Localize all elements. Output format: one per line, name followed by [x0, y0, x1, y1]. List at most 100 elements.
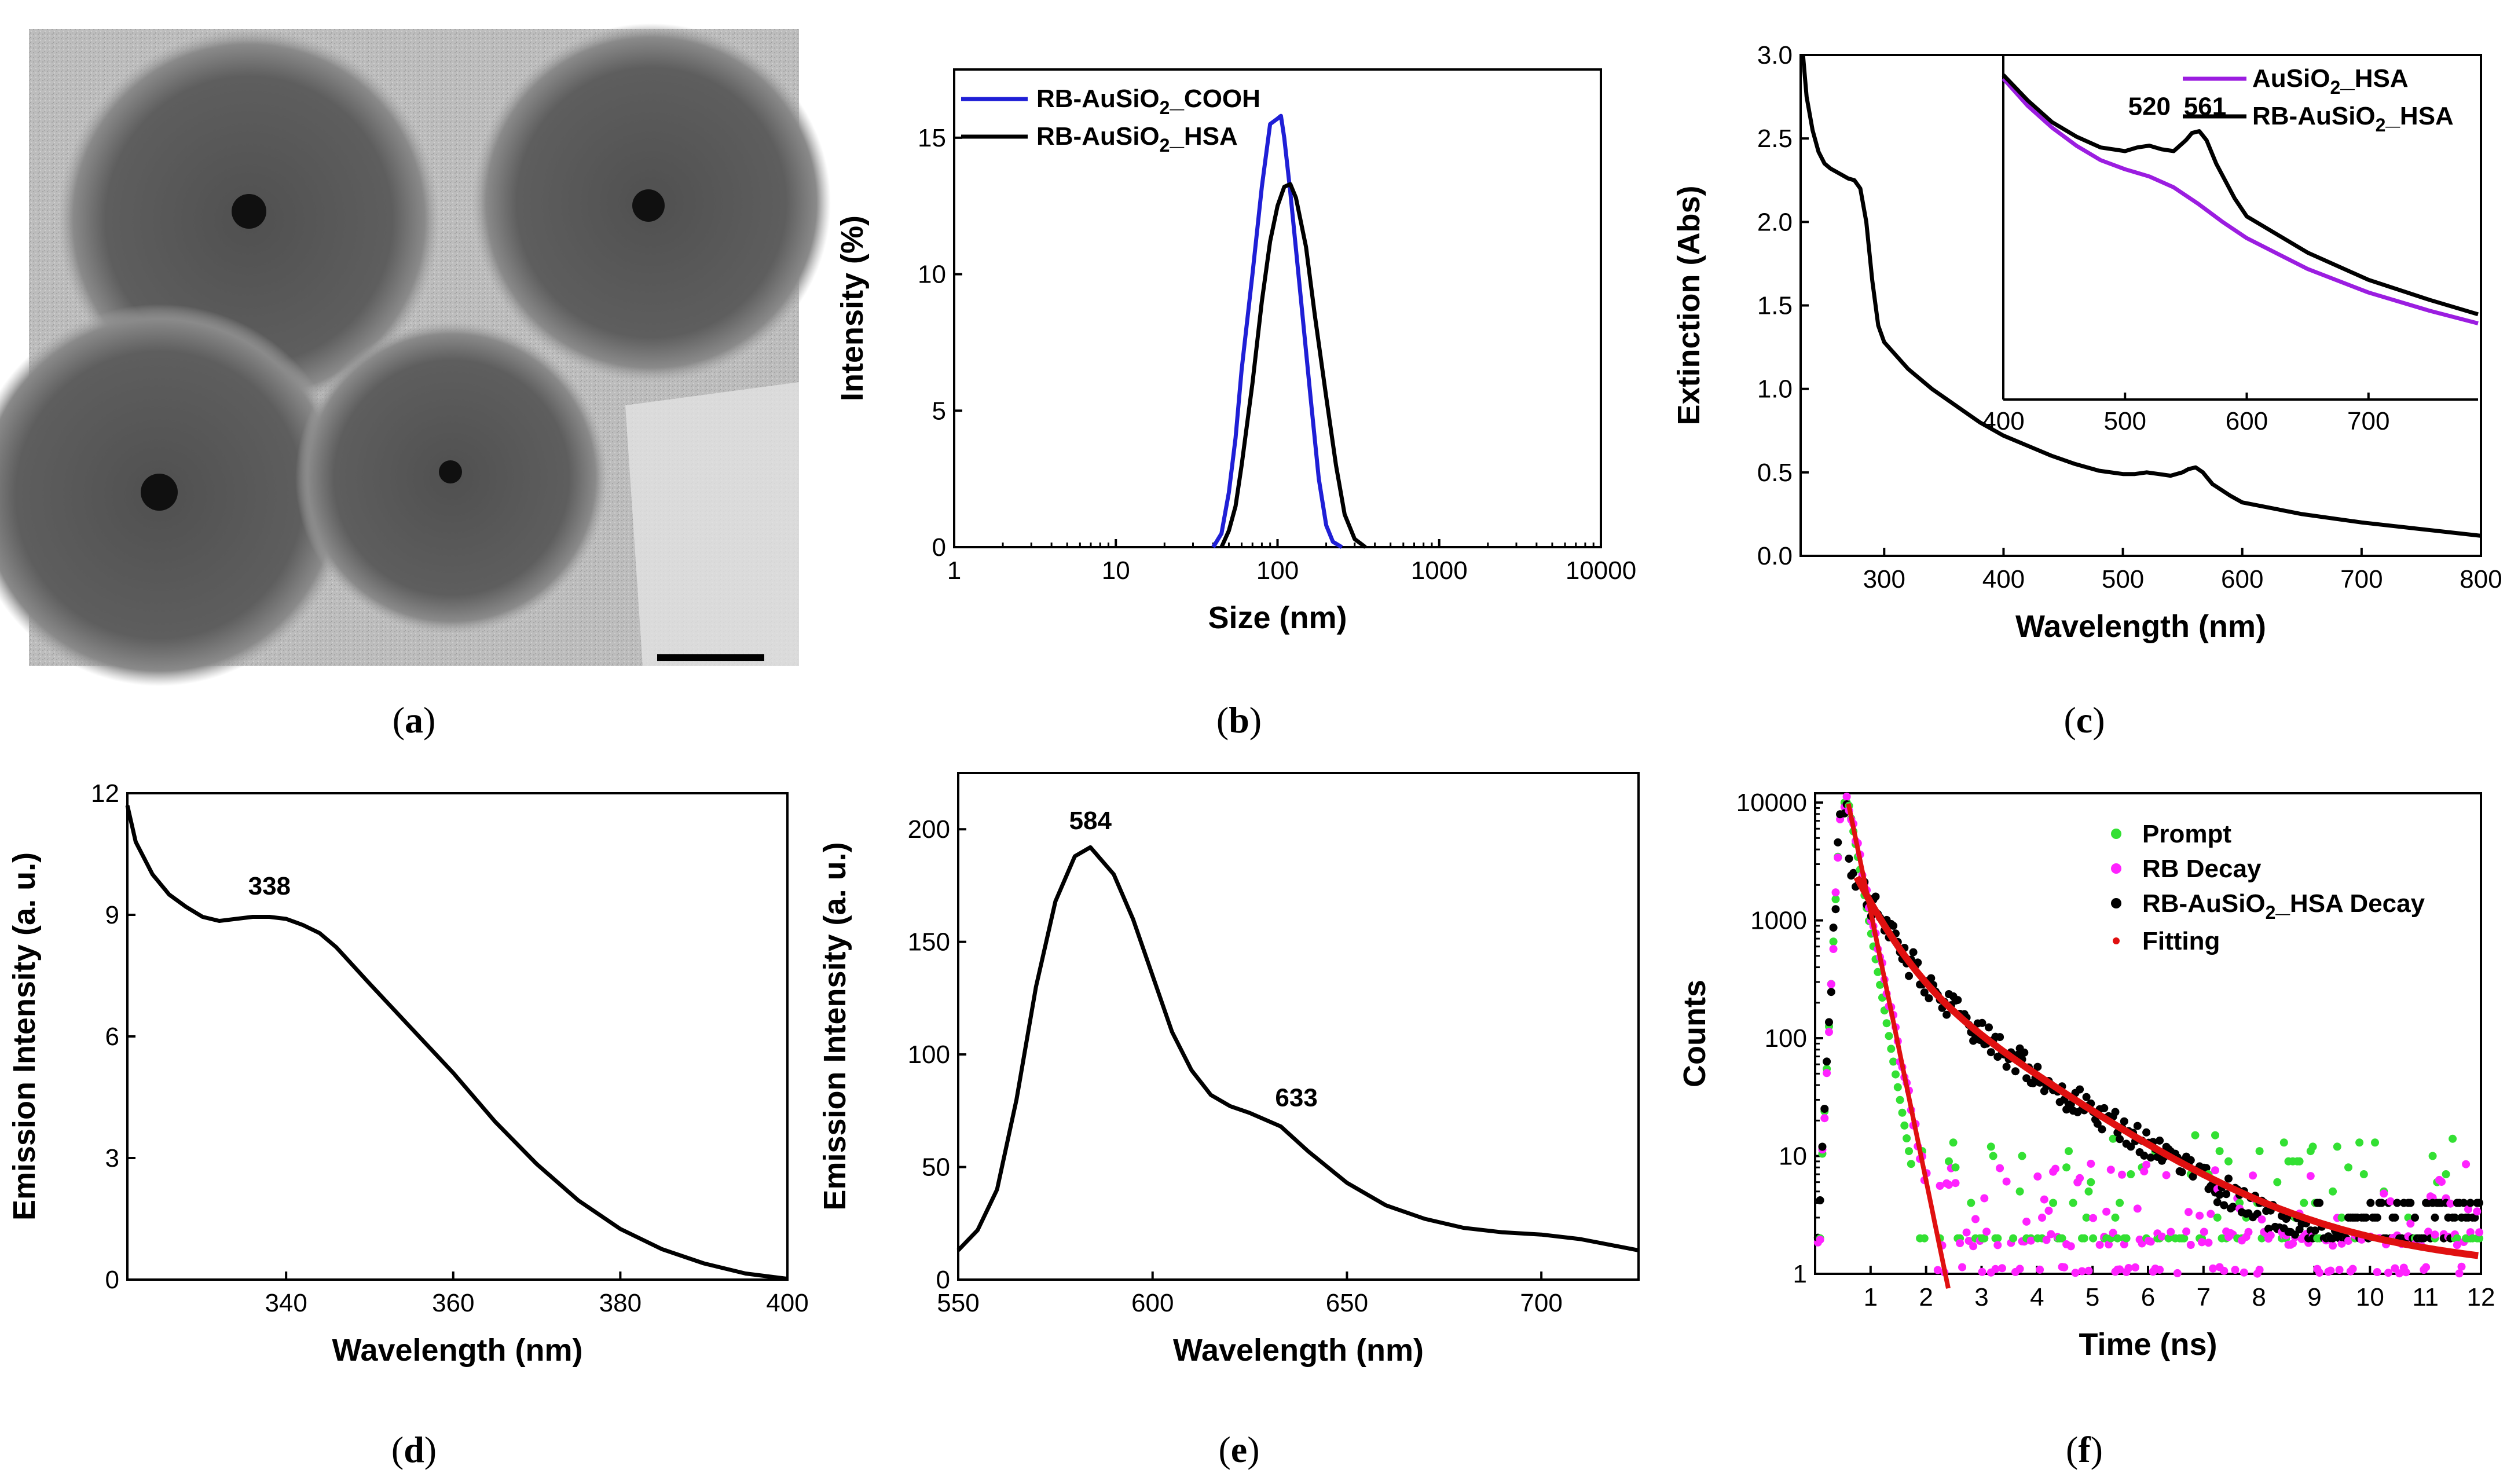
series-line-1: [956, 845, 1639, 1252]
rb-decay-point: [2464, 1205, 2472, 1214]
x-tick-label: 400: [766, 1289, 808, 1317]
rb-decay-point: [1827, 980, 1835, 988]
rb-decay-point: [2131, 1263, 2139, 1272]
sample-decay-point: [1831, 905, 1840, 914]
rb-decay-point: [2002, 1177, 2011, 1186]
sample-decay-point: [2215, 1190, 2224, 1199]
sample-decay-point: [1827, 988, 1835, 996]
prompt-point: [2475, 1234, 2484, 1243]
peak-label-633: 633: [1275, 1084, 1317, 1112]
y-tick-label: 5: [932, 397, 946, 425]
x-tick-label: 700: [2340, 565, 2383, 593]
rb-decay-point: [2033, 1172, 2042, 1181]
prompt-point: [2127, 1170, 2135, 1178]
series-line-2: [1219, 182, 1367, 549]
sample-decay-point: [2451, 1213, 2459, 1222]
y-tick-label: 2.0: [1757, 208, 1793, 236]
rb-decay-point: [1834, 853, 1842, 862]
x-tick-label: 380: [599, 1289, 642, 1317]
sample-decay-point: [2116, 1135, 2124, 1144]
x-tick-label: 500: [2102, 565, 2144, 593]
sample-decay-point: [1825, 1018, 1833, 1027]
y-tick-label: 0.0: [1757, 542, 1793, 570]
prompt-point: [2359, 1170, 2368, 1178]
x-tick-label: 400: [1982, 565, 2025, 593]
sample-decay-point: [1816, 1196, 1824, 1204]
y-tick-label: 1: [1793, 1260, 1807, 1288]
sample-decay-point: [2373, 1213, 2381, 1222]
rb-decay-point: [2146, 1237, 2155, 1246]
sample-decay-point: [1927, 974, 1936, 983]
inset-x-tick-label: 700: [2347, 407, 2389, 435]
x-tick-label: 1: [1864, 1283, 1878, 1311]
rb-decay-point: [2040, 1195, 2048, 1204]
rb-decay-point: [2124, 1264, 2133, 1272]
x-tick-label: 340: [265, 1289, 307, 1317]
sample-decay-point: [2100, 1104, 2109, 1112]
x-tick-label: 8: [2252, 1283, 2266, 1311]
rb-decay-point: [1820, 1114, 1829, 1123]
sample-decay-point: [2411, 1213, 2419, 1222]
rb-decay-point: [2105, 1240, 2113, 1249]
prompt-point: [1945, 1157, 1953, 1166]
prompt-point: [2049, 1199, 2058, 1207]
x-tick-label: 10: [2356, 1283, 2384, 1311]
x-axis-label: Size (nm): [1208, 600, 1347, 635]
sample-decay-point: [1829, 924, 1838, 932]
sample-decay-point: [1942, 1010, 1951, 1019]
panel-d-chart: 340 360 380 400 0 3 6 9 12 Wavelength (nm) Emissio…: [7, 779, 809, 1368]
x-tick-label: 4: [2030, 1283, 2044, 1311]
inset-series-line-2: [2002, 73, 2479, 317]
sample-decay-point: [1920, 988, 1929, 997]
rb-decay-point: [2162, 1171, 2171, 1179]
y-axis-label: Intensity (%): [835, 215, 870, 401]
y-tick-label: 1.0: [1757, 375, 1793, 404]
x-tick-label: 5: [2085, 1283, 2099, 1311]
prompt-point: [2442, 1170, 2450, 1178]
rb-decay-point: [2196, 1211, 2204, 1220]
prompt-point: [2018, 1152, 2026, 1160]
sample-decay-point: [2253, 1210, 2262, 1218]
sample-decay-point: [2475, 1199, 2484, 1207]
rb-decay-point: [2026, 1236, 2035, 1245]
sample-decay-point: [1871, 892, 1880, 901]
rb-decay-point: [1996, 1164, 2004, 1172]
sample-decay-point: [1986, 1048, 1995, 1057]
prompt-point: [1980, 1234, 1989, 1243]
sample-decay-point: [2127, 1142, 2135, 1151]
panel-c-chart: 300 400 500 600 700 800 0.0 0.5 1.0 1.5 2.0 2.5 3.0 W…: [1672, 41, 2502, 644]
rb-decay-point: [2453, 1241, 2461, 1250]
legend-label: RB-AuSiO2_HSA: [1036, 122, 1238, 156]
rb-decay-point: [2211, 1166, 2219, 1175]
prompt-point: [2333, 1142, 2341, 1151]
x-tick-label: 300: [1863, 565, 1905, 593]
rb-decay-point: [1971, 1215, 1980, 1223]
rb-decay-point: [2466, 1228, 2475, 1237]
rb-decay-point: [2406, 1219, 2415, 1228]
rb-decay-point: [2022, 1217, 2031, 1226]
prompt-point: [2344, 1163, 2352, 1172]
x-tick-label: 12: [2467, 1283, 2495, 1311]
rb-decay-point: [1829, 945, 1838, 953]
prompt-point: [1993, 1234, 2002, 1243]
sample-decay-point: [2202, 1164, 2211, 1172]
sample-decay-point: [1823, 1057, 1831, 1066]
rb-decay-point: [1816, 1236, 1824, 1244]
sample-decay-point: [2366, 1199, 2375, 1207]
sample-decay-point: [2140, 1151, 2149, 1160]
x-tick-label: 650: [1326, 1289, 1368, 1317]
prompt-point: [2080, 1234, 2088, 1243]
legend-label: RB-AuSiO2_COOH: [1036, 85, 1260, 118]
rb-decay-point: [2140, 1167, 2149, 1176]
prompt-point: [2308, 1142, 2317, 1151]
rb-decay-point: [2204, 1239, 2213, 1247]
sample-decay-point: [2082, 1093, 2091, 1101]
prompt-point: [2084, 1187, 2093, 1196]
sample-decay-point: [2377, 1199, 2386, 1207]
sample-decay-point: [2391, 1213, 2399, 1222]
rb-decay-point: [2240, 1268, 2248, 1277]
sample-decay-point: [2011, 1067, 2019, 1076]
prompt-point: [2355, 1138, 2364, 1147]
y-tick-label: 200: [908, 815, 950, 844]
prompt-point: [1882, 1019, 1891, 1028]
